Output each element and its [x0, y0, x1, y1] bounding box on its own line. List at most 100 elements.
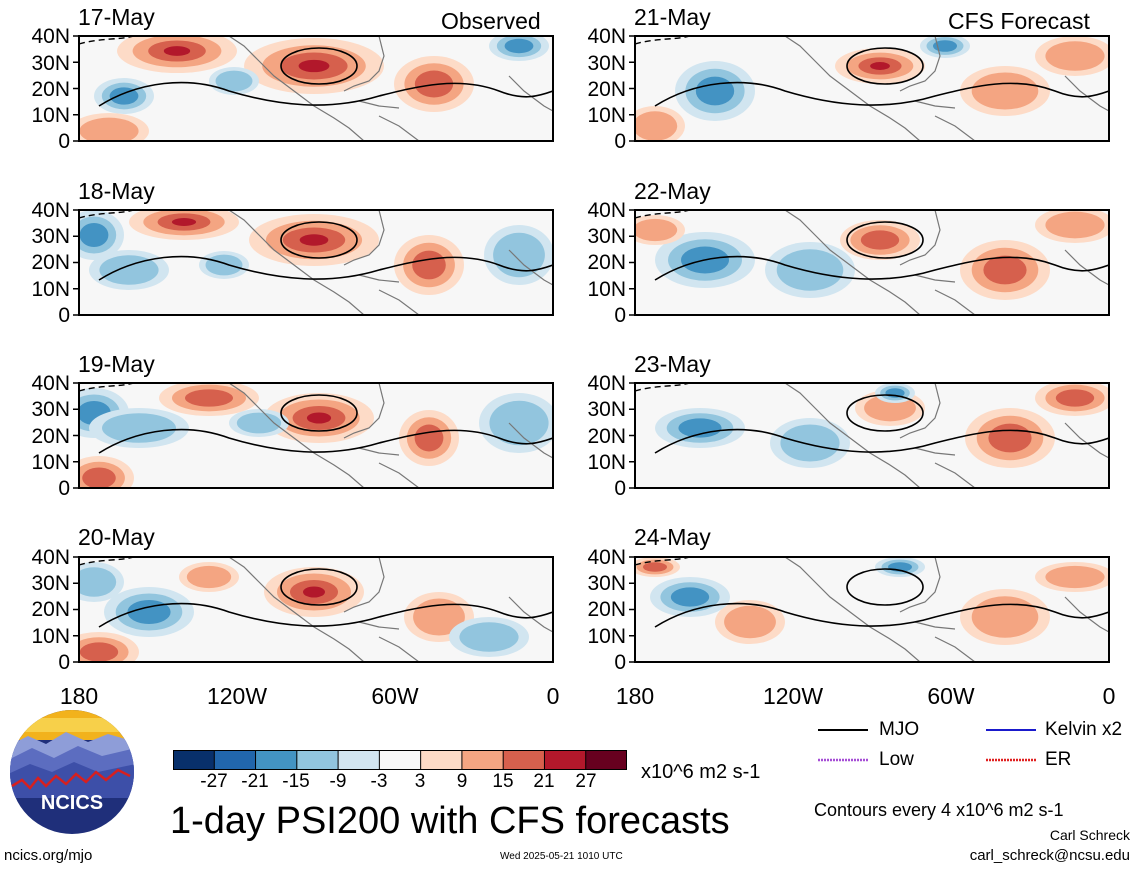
- colorbar-segment: [296, 750, 339, 770]
- y-tick-label: 20N: [31, 251, 70, 274]
- y-tick-label: 10N: [587, 451, 626, 474]
- colorbar-tick-label: -15: [282, 771, 310, 792]
- x-tick-label: 180: [615, 683, 655, 709]
- y-tick-label: 40N: [587, 546, 626, 569]
- y-tick-label: 10N: [587, 625, 626, 648]
- y-tick-label: 40N: [31, 546, 70, 569]
- y-tick-label: 0: [614, 477, 626, 500]
- y-tick-label: 40N: [31, 372, 70, 395]
- y-tick-label: 0: [614, 651, 626, 674]
- ncics-logo: NCICS: [10, 710, 134, 834]
- author-name: Carl Schreck: [1049, 827, 1130, 843]
- colorbar-tick-label: 21: [533, 771, 555, 792]
- site-url[interactable]: ncics.org/mjo: [4, 847, 93, 864]
- author-email: carl_schreck@ncsu.edu: [969, 847, 1130, 864]
- colorbar-segment: [503, 750, 545, 770]
- y-tick-label: 30N: [587, 225, 626, 248]
- map-panel-19-may: [73, 382, 554, 489]
- y-tick-label: 20N: [587, 598, 626, 621]
- legend-label-mjo: MJO: [879, 719, 920, 740]
- colorbar-tick-label: 9: [456, 771, 468, 792]
- y-tick-label: 10N: [31, 278, 70, 301]
- colorbar-tick-label: -3: [370, 771, 388, 792]
- y-tick-label: 40N: [31, 25, 70, 48]
- y-tick-label: 40N: [587, 199, 626, 222]
- y-tick-label: 20N: [31, 78, 70, 101]
- y-tick-label: 20N: [31, 425, 70, 448]
- observed-label: Observed: [441, 8, 541, 34]
- x-tick-label: 120W: [206, 683, 268, 709]
- y-tick-label: 10N: [31, 451, 70, 474]
- y-tick-label: 40N: [587, 372, 626, 395]
- colorbar-segment: [585, 750, 627, 770]
- colorbar-segment: [461, 750, 504, 770]
- legend-label-kelvin: Kelvin x2: [1045, 719, 1123, 740]
- y-tick-label: 30N: [31, 572, 70, 595]
- panel-date-label: 21-May: [634, 4, 711, 30]
- x-tick-label: 180: [59, 683, 99, 709]
- contour-note: Contours every 4 x10^6 m2 s-1: [814, 800, 1064, 820]
- colorbar-tick-label: -21: [241, 771, 269, 792]
- x-tick-label: 0: [546, 683, 560, 709]
- panel-date-label: 24-May: [634, 524, 711, 550]
- panel-date-label: 22-May: [634, 178, 711, 204]
- legend-swatch-er: [986, 758, 1036, 762]
- map-panel-20-may: [73, 556, 554, 663]
- logo-text: NCICS: [41, 792, 103, 814]
- legend-swatch-low: [818, 758, 868, 762]
- y-tick-label: 0: [614, 304, 626, 327]
- y-tick-label: 30N: [31, 225, 70, 248]
- y-tick-label: 20N: [587, 425, 626, 448]
- colorbar-segment: [379, 750, 422, 770]
- panel-date-label: 19-May: [78, 351, 155, 377]
- x-tick-label: 60W: [371, 683, 419, 709]
- colorbar-tick-label: -27: [200, 771, 228, 792]
- colorbar-tick-label: 27: [575, 771, 597, 792]
- y-tick-label: 40N: [587, 25, 626, 48]
- y-tick-label: 10N: [31, 625, 70, 648]
- panel-date-label: 20-May: [78, 524, 155, 550]
- y-tick-label: 20N: [587, 78, 626, 101]
- map-panel-23-may: [629, 382, 1110, 489]
- legend-swatch-kelvin: [986, 729, 1036, 731]
- y-tick-label: 30N: [31, 52, 70, 75]
- y-tick-label: 10N: [587, 278, 626, 301]
- y-tick-label: 20N: [587, 251, 626, 274]
- y-tick-label: 10N: [587, 104, 626, 127]
- y-tick-label: 0: [614, 130, 626, 153]
- colorbar-segment: [544, 750, 587, 770]
- figure-title: 1-day PSI200 with CFS forecasts: [170, 800, 730, 842]
- map-panel-24-may: [629, 556, 1110, 663]
- map-panel-18-may: [73, 209, 554, 316]
- legend-label-er: ER: [1045, 749, 1072, 770]
- panel-date-label: 23-May: [634, 351, 711, 377]
- colorbar-tick-label: 3: [414, 771, 426, 792]
- colorbar-segment: [255, 750, 298, 770]
- y-tick-label: 0: [58, 304, 70, 327]
- y-tick-label: 30N: [587, 398, 626, 421]
- colorbar-units: x10^6 m2 s-1: [641, 761, 761, 783]
- map-panel-21-may: [629, 35, 1110, 142]
- map-panel-17-may: [73, 35, 554, 142]
- legend-swatch-mjo: [818, 729, 868, 731]
- y-tick-label: 10N: [31, 104, 70, 127]
- panel-date-label: 17-May: [78, 4, 155, 30]
- map-panel-22-may: [629, 209, 1110, 316]
- colorbar-tick-label: -9: [329, 771, 347, 792]
- y-tick-label: 0: [58, 651, 70, 674]
- y-tick-label: 30N: [587, 52, 626, 75]
- colorbar-segment: [338, 750, 380, 770]
- timestamp: Wed 2025-05-21 1010 UTC: [500, 851, 623, 862]
- colorbar-tick-label: 15: [492, 771, 514, 792]
- y-tick-label: 30N: [31, 398, 70, 421]
- y-tick-label: 0: [58, 130, 70, 153]
- x-tick-label: 0: [1102, 683, 1116, 709]
- panel-date-label: 18-May: [78, 178, 155, 204]
- colorbar-segment: [173, 750, 215, 770]
- forecast-label: CFS Forecast: [948, 8, 1090, 34]
- legend-label-low: Low: [879, 749, 914, 770]
- colorbar: [173, 750, 627, 770]
- colorbar-segment: [214, 750, 257, 770]
- y-tick-label: 0: [58, 477, 70, 500]
- y-tick-label: 40N: [31, 199, 70, 222]
